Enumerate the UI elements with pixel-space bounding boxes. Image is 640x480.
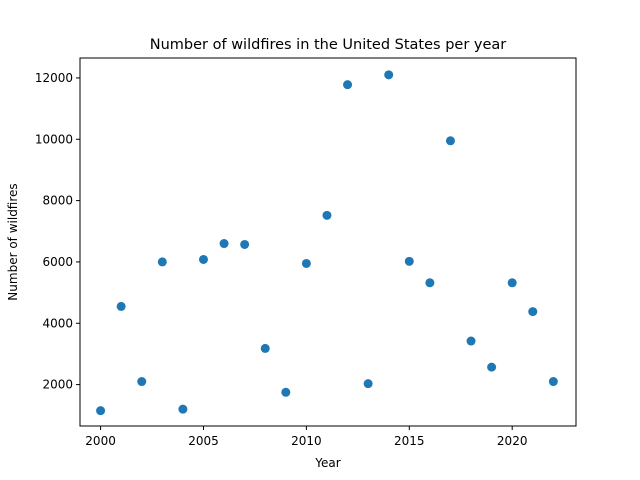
data-point-2018 [466,336,476,346]
x-tick-label: 2005 [188,434,219,448]
x-axis-label: Year [314,456,340,470]
data-point-2015 [404,256,414,266]
chart-title: Number of wildfires in the United States… [150,37,507,53]
y-tick-label: 12000 [35,71,73,85]
data-point-2000 [96,406,106,416]
data-point-2012 [343,80,353,90]
data-point-2006 [219,239,229,249]
data-point-2017 [445,136,455,146]
y-axis-label: Number of wildfires [6,183,20,300]
y-tick-label: 8000 [42,194,73,208]
data-point-2007 [240,239,250,249]
y-axis-ticks: 2000 4000 6000 8000 10000 12000 [35,71,80,392]
data-point-2002 [137,377,147,387]
y-tick-label: 4000 [42,316,73,330]
y-tick-label: 10000 [35,132,73,146]
data-point-2019 [487,362,497,372]
y-tick-label: 6000 [42,255,73,269]
x-tick-label: 2020 [497,434,528,448]
x-tick-label: 2015 [394,434,425,448]
plot-frame [79,57,577,427]
x-tick-label: 2000 [85,434,116,448]
data-point-2022 [548,377,558,387]
x-axis-ticks: 2000 2005 2010 2015 2020 [85,426,527,448]
data-point-2013 [363,379,373,389]
data-point-2003 [157,257,167,267]
data-point-2001 [116,301,126,311]
data-point-2008 [260,343,270,353]
data-points [96,70,558,416]
y-tick-label: 2000 [42,378,73,392]
data-point-2016 [425,278,435,288]
data-point-2005 [198,254,208,264]
data-point-2011 [322,210,332,220]
x-tick-label: 2010 [291,434,322,448]
data-point-2020 [507,278,517,288]
data-point-2021 [528,307,538,317]
data-point-2010 [301,258,311,268]
data-point-2004 [178,404,188,414]
data-point-2009 [281,387,291,397]
data-point-2014 [384,70,394,80]
